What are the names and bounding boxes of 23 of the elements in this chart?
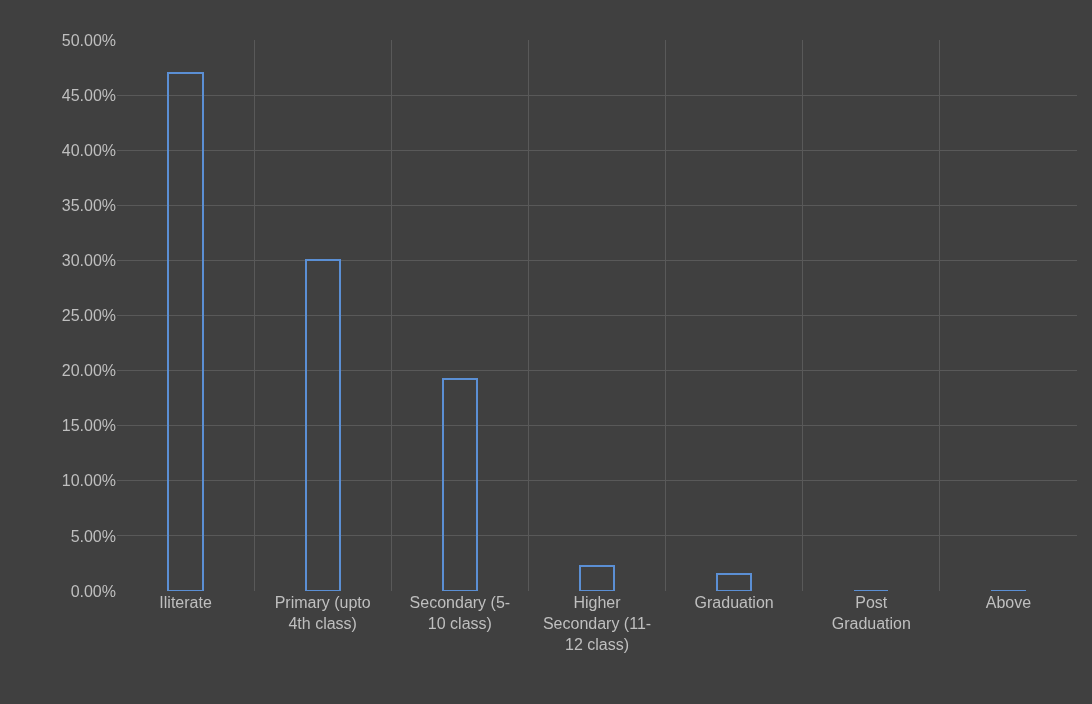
y-tick-label: 20.00% (61, 362, 116, 380)
x-tick-label: Graduation (694, 594, 774, 611)
x-tick-label: Post Graduation (831, 594, 911, 632)
y-tick-label: 25.00% (61, 307, 116, 325)
bar (305, 259, 341, 591)
x-tick-label: Above (985, 594, 1032, 611)
x-tick-label: Higher Secondary (11-12 class) (542, 594, 652, 653)
bar (442, 378, 478, 591)
bar (167, 72, 204, 591)
y-tick-label: 30.00% (61, 252, 116, 269)
y-tick-label: 40.00% (61, 141, 116, 159)
y-tick-label: 45.00% (61, 86, 116, 104)
y-tick-label: 50.00% (61, 31, 116, 49)
y-tick-label: 0.00% (70, 582, 116, 600)
x-tick-label: Primary (upto 4th class) (274, 594, 371, 632)
y-tick-label: 15.00% (61, 417, 116, 435)
x-tick-label: Secondary (5-10 class) (409, 594, 511, 632)
bar (716, 573, 752, 591)
y-tick-label: 10.00% (61, 472, 116, 490)
y-tick-label: 35.00% (61, 196, 116, 214)
x-tick-label: Iliterate (159, 594, 212, 611)
y-tick-label: 5.00% (70, 527, 116, 545)
bar (579, 565, 615, 591)
